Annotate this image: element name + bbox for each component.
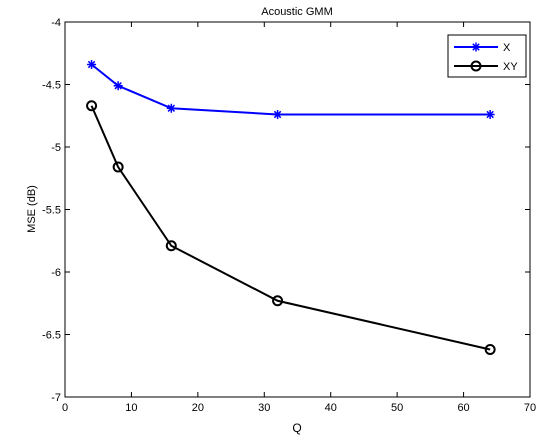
data-point-x xyxy=(485,110,495,119)
legend-marker-x xyxy=(471,42,481,52)
data-point-xy xyxy=(86,100,98,112)
data-point-x xyxy=(273,110,283,119)
series-layer xyxy=(86,60,496,355)
data-point-xy xyxy=(272,295,284,307)
data-point-xy xyxy=(112,161,124,173)
y-axis-label: MSE (dB) xyxy=(26,185,38,233)
x-tick-label: 50 xyxy=(391,402,403,414)
y-tick-label: -4 xyxy=(51,17,61,29)
x-tick-label: 40 xyxy=(325,402,337,414)
x-tick-label: 30 xyxy=(258,402,270,414)
data-point-xy xyxy=(165,240,177,252)
data-point-x xyxy=(87,60,97,69)
y-tick-label: -6 xyxy=(51,267,61,279)
legend-box xyxy=(447,34,527,78)
chart-title: Acoustic GMM xyxy=(261,6,333,18)
x-tick-label: 0 xyxy=(62,402,68,414)
x-tick-label: 70 xyxy=(524,402,536,414)
plot-area xyxy=(64,21,531,398)
x-tick-label: 10 xyxy=(125,402,137,414)
y-tick-label: -4.5 xyxy=(42,80,61,92)
data-point-x xyxy=(113,81,123,91)
x-tick-label: 20 xyxy=(192,402,204,414)
legend: X XY xyxy=(447,34,527,78)
y-tick-label: -5.5 xyxy=(42,205,61,217)
data-point-x xyxy=(166,103,176,113)
legend-label-xy: XY xyxy=(503,61,518,73)
x-tick-label: 60 xyxy=(457,402,469,414)
data-point-xy xyxy=(484,344,496,355)
legend-label-x: X xyxy=(503,42,511,54)
y-tick-label: -7 xyxy=(51,392,61,404)
axis-ticks: 0 10 20 30 40 50 60 70 -7 -6.5 -6 -5.5 -5 -4.5 -4 xyxy=(42,17,536,414)
x-axis-label: Q xyxy=(292,421,301,435)
legend-marker-xy xyxy=(470,60,482,72)
y-tick-label: -6.5 xyxy=(42,330,61,342)
y-tick-label: -5 xyxy=(51,142,61,154)
series-line-xy xyxy=(90,105,491,351)
